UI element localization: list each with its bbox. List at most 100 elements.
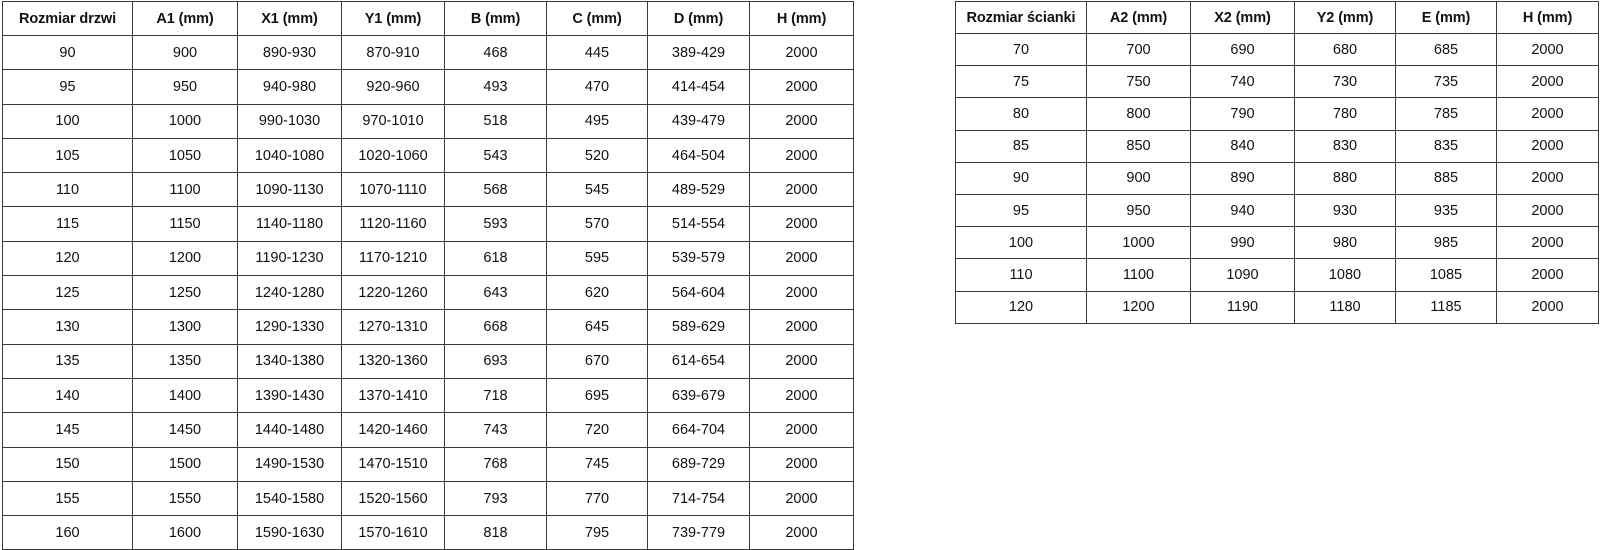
door-cell-r11-c4: 743: [444, 412, 547, 448]
door-cell-r3-c3: 1020-1060: [341, 137, 445, 174]
wall-cell-r7-c4: 1085: [1395, 258, 1497, 292]
door-cell-r7-c5: 620: [546, 275, 648, 311]
table-row: 100 1000 990-1030 970-1010 518 495 439-479 2000: [2, 103, 854, 139]
wall-cell-r2-c0: 80: [955, 97, 1087, 131]
door-cell-r12-c6: 689-729: [647, 446, 750, 482]
door-cell-r1-c3: 920-960: [341, 69, 445, 105]
door-cell-r12-c4: 768: [444, 446, 547, 482]
door-cell-r14-c4: 818: [444, 515, 547, 550]
table-row: 110 1100 1090-1130 1070-1110 568 545 489-529 20…: [2, 172, 854, 208]
wall-cell-r5-c3: 930: [1294, 193, 1396, 228]
wall-cell-r7-c0: 110: [955, 258, 1087, 292]
door-cell-r11-c3: 1420-1460: [341, 412, 445, 448]
wall-cell-r1-c3: 730: [1294, 65, 1396, 99]
wall-cell-r4-c1: 900: [1086, 161, 1191, 195]
door-cell-r14-c0: 160: [2, 515, 133, 550]
door-cell-r8-c0: 130: [2, 309, 133, 345]
wall-cell-r0-c2: 690: [1190, 32, 1295, 67]
door-cell-r3-c7: 2000: [749, 137, 854, 174]
wall-cell-r1-c5: 2000: [1496, 65, 1599, 99]
wall-cell-r0-c4: 685: [1395, 32, 1497, 67]
table-row: 90 900 890-930 870-910 468 445 389-429 2000: [2, 34, 854, 71]
table-row: 130 1300 1290-1330 1270-1310 668 645 589-629 20…: [2, 309, 854, 345]
door-cell-r12-c2: 1490-1530: [237, 446, 342, 482]
door-column-header-2: X1 (mm): [237, 1, 342, 36]
table-row: 140 1400 1390-1430 1370-1410 718 695 639-679 20…: [2, 377, 854, 414]
door-cell-r0-c1: 900: [132, 34, 238, 71]
door-cell-r6-c4: 618: [444, 240, 547, 277]
door-cell-r13-c6: 714-754: [647, 480, 750, 517]
wall-cell-r3-c4: 835: [1395, 129, 1497, 163]
table-row: 115 1150 1140-1180 1120-1160 593 570 514-554 20…: [2, 206, 854, 242]
wall-cell-r6-c3: 980: [1294, 226, 1396, 260]
wall-cell-r6-c2: 990: [1190, 226, 1295, 260]
door-cell-r1-c6: 414-454: [647, 69, 750, 105]
door-cell-r4-c5: 545: [546, 172, 648, 208]
wall-cell-r4-c3: 880: [1294, 161, 1396, 195]
table-row: 155 1550 1540-1580 1520-1560 793 770 714-754 20…: [2, 480, 854, 517]
door-cell-r8-c7: 2000: [749, 309, 854, 345]
door-cell-r1-c7: 2000: [749, 69, 854, 105]
door-column-header-7: H (mm): [749, 1, 854, 36]
wall-table-header: Rozmiar ścianki A2 (mm) X2 (mm) Y2 (mm) E (m…: [955, 1, 1599, 34]
door-cell-r8-c3: 1270-1310: [341, 309, 445, 345]
door-cell-r0-c7: 2000: [749, 34, 854, 71]
door-cell-r6-c1: 1200: [132, 240, 238, 277]
wall-column-header-3: Y2 (mm): [1294, 1, 1396, 34]
wall-cell-r8-c2: 1190: [1190, 290, 1295, 324]
door-cell-r7-c3: 1220-1260: [341, 275, 445, 311]
wall-cell-r0-c5: 2000: [1496, 32, 1599, 67]
wall-column-header-1: A2 (mm): [1086, 1, 1191, 34]
door-cell-r13-c7: 2000: [749, 480, 854, 517]
door-cell-r13-c3: 1520-1560: [341, 480, 445, 517]
door-cell-r9-c5: 670: [546, 343, 648, 379]
table-row: 70 700 690 680 685 2000: [955, 32, 1599, 67]
wall-cell-r5-c0: 95: [955, 193, 1087, 228]
wall-cell-r5-c2: 940: [1190, 193, 1295, 228]
door-cell-r8-c1: 1300: [132, 309, 238, 345]
door-cell-r3-c1: 1050: [132, 137, 238, 174]
wall-cell-r4-c2: 890: [1190, 161, 1295, 195]
table-row: 150 1500 1490-1530 1470-1510 768 745 689-729 20…: [2, 446, 854, 482]
door-column-header-6: D (mm): [647, 1, 750, 36]
table-row: 120 1200 1190 1180 1185 2000: [955, 290, 1599, 324]
door-cell-r5-c0: 115: [2, 206, 133, 242]
door-cell-r2-c6: 439-479: [647, 103, 750, 139]
door-cell-r8-c4: 668: [444, 309, 547, 345]
door-cell-r4-c1: 1100: [132, 172, 238, 208]
door-cell-r4-c4: 568: [444, 172, 547, 208]
door-cell-r0-c6: 389-429: [647, 34, 750, 71]
table-row: 120 1200 1190-1230 1170-1210 618 595 539-579 20…: [2, 240, 854, 277]
door-cell-r13-c1: 1550: [132, 480, 238, 517]
wall-cell-r3-c2: 840: [1190, 129, 1295, 163]
table-row: 145 1450 1440-1480 1420-1460 743 720 664-704 20…: [2, 412, 854, 448]
table-row: 135 1350 1340-1380 1320-1360 693 670 614-654 20…: [2, 343, 854, 379]
wall-cell-r5-c4: 935: [1395, 193, 1497, 228]
door-cell-r6-c0: 120: [2, 240, 133, 277]
door-dimensions-table: Rozmiar drzwi A1 (mm) X1 (mm) Y1 (mm) B (mm)…: [2, 1, 854, 550]
door-cell-r7-c1: 1250: [132, 275, 238, 311]
door-cell-r1-c2: 940-980: [237, 69, 342, 105]
door-cell-r9-c3: 1320-1360: [341, 343, 445, 379]
door-cell-r5-c7: 2000: [749, 206, 854, 242]
wall-cell-r4-c5: 2000: [1496, 161, 1599, 195]
wall-cell-r8-c3: 1180: [1294, 290, 1396, 324]
wall-cell-r3-c5: 2000: [1496, 129, 1599, 163]
door-cell-r12-c5: 745: [546, 446, 648, 482]
door-cell-r8-c6: 589-629: [647, 309, 750, 345]
door-cell-r7-c6: 564-604: [647, 275, 750, 311]
door-cell-r11-c5: 720: [546, 412, 648, 448]
door-cell-r11-c0: 145: [2, 412, 133, 448]
door-table-header: Rozmiar drzwi A1 (mm) X1 (mm) Y1 (mm) B (mm)…: [2, 1, 854, 36]
table-row: 90 900 890 880 885 2000: [955, 161, 1599, 195]
table-row: 100 1000 990 980 985 2000: [955, 226, 1599, 260]
wall-cell-r7-c3: 1080: [1294, 258, 1396, 292]
door-cell-r13-c4: 793: [444, 480, 547, 517]
door-cell-r4-c0: 110: [2, 172, 133, 208]
door-cell-r5-c3: 1120-1160: [341, 206, 445, 242]
wall-cell-r2-c4: 785: [1395, 97, 1497, 131]
door-cell-r2-c0: 100: [2, 103, 133, 139]
door-cell-r8-c5: 645: [546, 309, 648, 345]
door-cell-r14-c5: 795: [546, 515, 648, 550]
wall-cell-r8-c0: 120: [955, 290, 1087, 324]
